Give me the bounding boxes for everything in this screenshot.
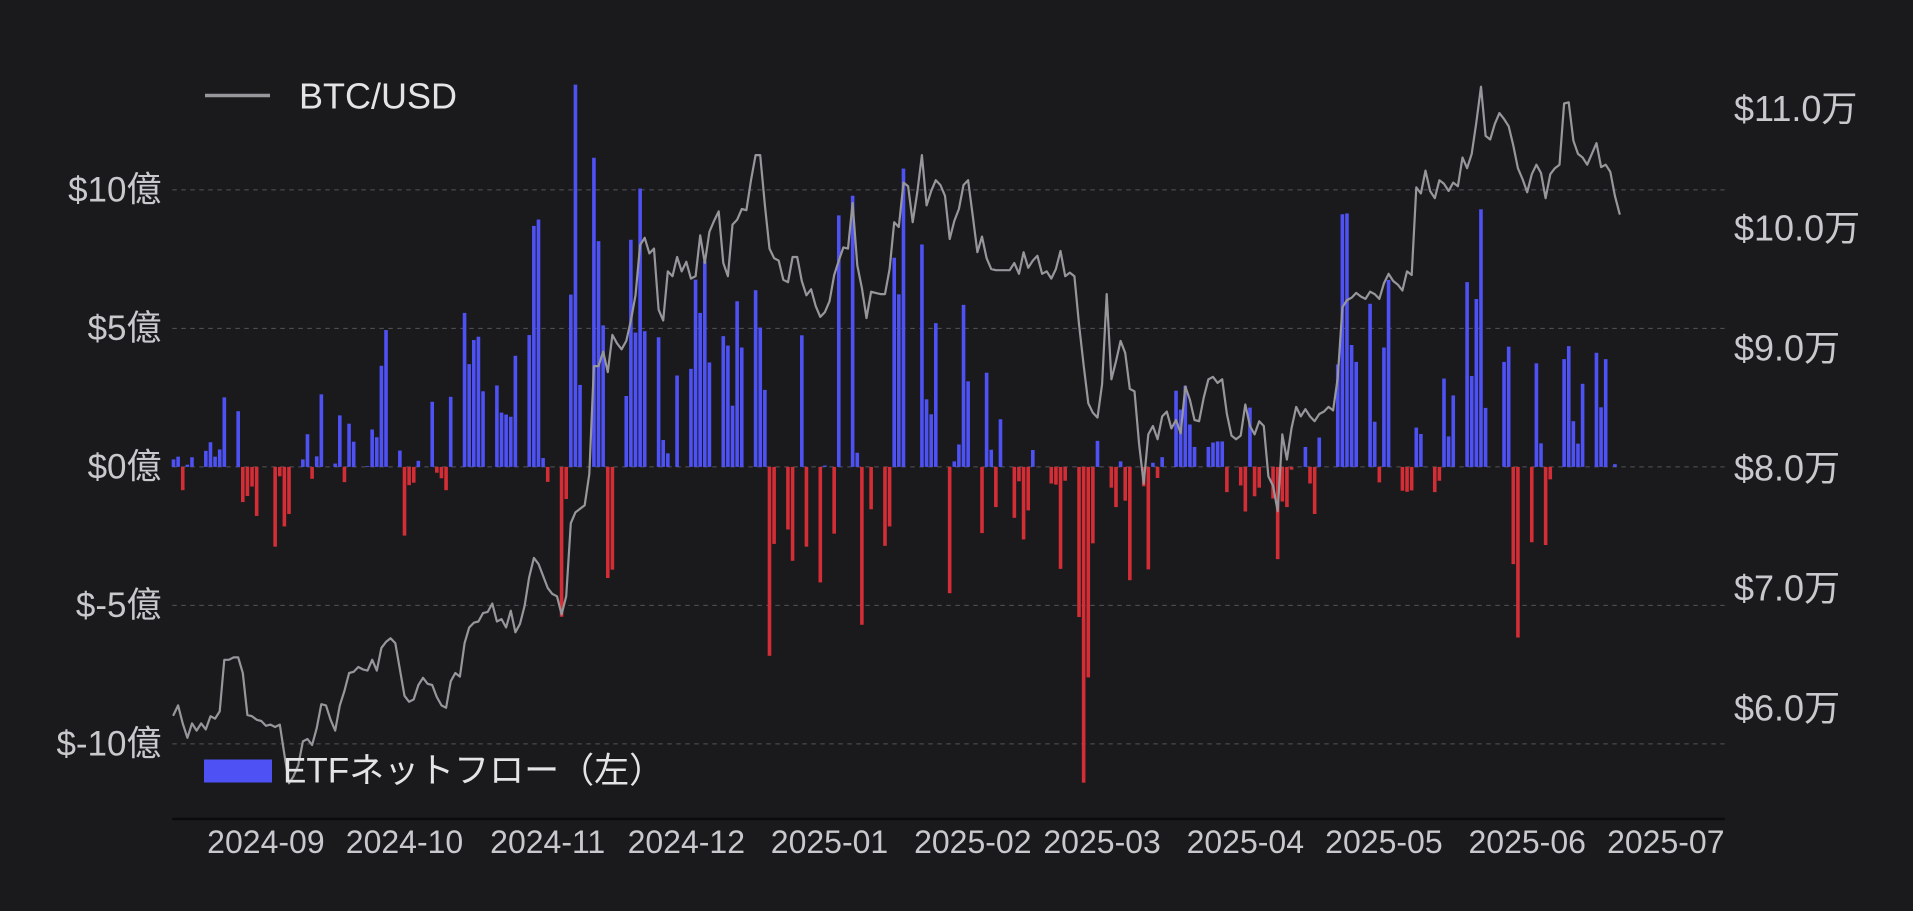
svg-text:$-10億: $-10億 [56, 724, 161, 763]
svg-text:2025-02: 2025-02 [914, 824, 1031, 860]
svg-text:2024-09: 2024-09 [207, 824, 324, 860]
svg-text:2025-04: 2025-04 [1187, 824, 1304, 860]
svg-text:$10.0万: $10.0万 [1734, 208, 1860, 249]
svg-text:$7.0万: $7.0万 [1734, 567, 1840, 608]
svg-text:$6.0万: $6.0万 [1734, 687, 1840, 728]
svg-text:2025-01: 2025-01 [771, 824, 888, 860]
svg-text:BTC/USD: BTC/USD [299, 76, 457, 117]
svg-text:ETFネットフロー（左）: ETFネットフロー（左） [283, 752, 664, 791]
svg-text:$10億: $10億 [68, 170, 161, 209]
svg-text:2024-11: 2024-11 [490, 824, 605, 860]
svg-text:2024-12: 2024-12 [628, 824, 745, 860]
svg-text:2025-07: 2025-07 [1607, 824, 1724, 860]
svg-text:2024-10: 2024-10 [346, 824, 463, 860]
svg-text:$0億: $0億 [88, 447, 162, 486]
svg-text:$11.0万: $11.0万 [1734, 88, 1857, 129]
svg-text:$-5億: $-5億 [76, 586, 162, 625]
svg-text:$5億: $5億 [88, 309, 162, 348]
svg-text:2025-06: 2025-06 [1468, 824, 1585, 860]
svg-text:2025-03: 2025-03 [1043, 824, 1160, 860]
svg-text:$9.0万: $9.0万 [1734, 328, 1840, 369]
svg-text:$8.0万: $8.0万 [1734, 448, 1840, 489]
svg-text:2025-05: 2025-05 [1325, 824, 1442, 860]
